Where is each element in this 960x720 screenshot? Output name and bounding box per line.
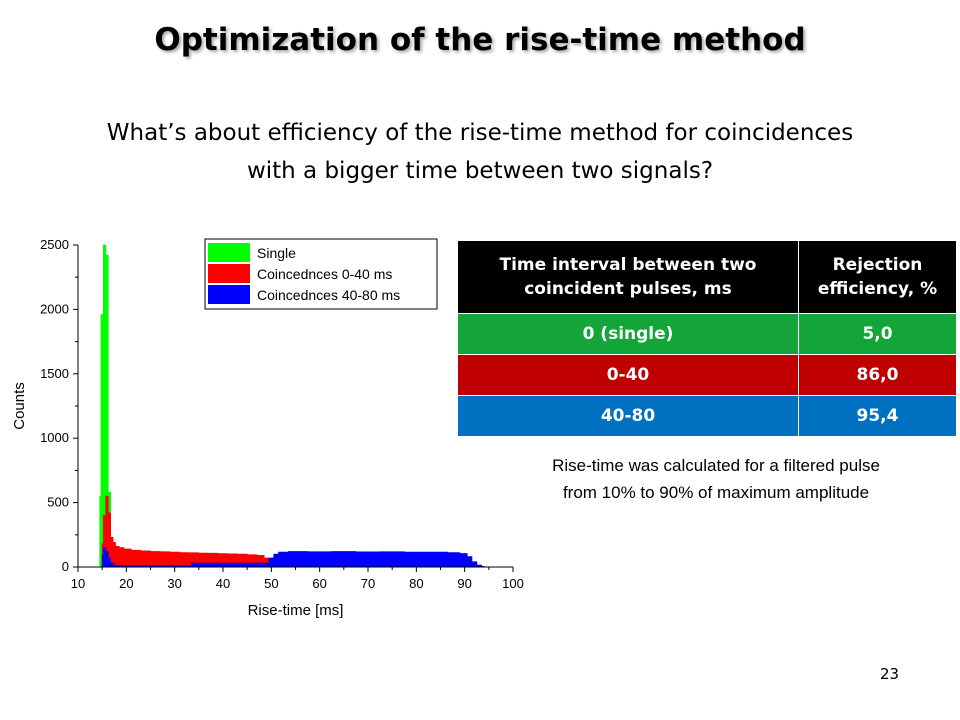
y-tick-label: 0	[62, 559, 69, 574]
x-axis-label: Rise-time [ms]	[248, 602, 344, 619]
header-rejection-efficiency: Rejection efficiency, %	[798, 240, 957, 314]
y-tick-label: 2000	[40, 301, 69, 316]
header-time-interval: Time interval between two coincident pul…	[457, 240, 799, 314]
y-tick-label: 1000	[40, 430, 69, 445]
rejection-efficiency-table: Time interval between two coincident pul…	[457, 240, 957, 437]
table-row: 0 (single) 5,0	[457, 313, 957, 355]
legend-entry: Coincednces 40-80 ms	[257, 287, 400, 303]
slide-title: Optimization of the rise-time method	[154, 22, 806, 58]
cell-interval: 0 (single)	[457, 313, 799, 355]
x-tick-label: 90	[457, 576, 471, 591]
note-line-2: from 10% to 90% of maximum amplitude	[562, 483, 870, 502]
cell-efficiency: 95,4	[798, 395, 957, 437]
table-row: 40-80 95,4	[457, 395, 957, 437]
legend-swatch	[208, 243, 250, 262]
legend-swatch	[208, 285, 250, 304]
cell-efficiency: 5,0	[798, 313, 957, 355]
legend-swatch	[208, 264, 250, 283]
table-row: 0-40 86,0	[457, 354, 957, 396]
x-tick-label: 20	[119, 576, 133, 591]
cell-efficiency: 86,0	[798, 354, 957, 396]
y-tick-label: 500	[47, 495, 69, 510]
x-tick-label: 40	[216, 576, 230, 591]
y-tick-label: 2500	[40, 237, 69, 252]
x-tick-label: 70	[361, 576, 375, 591]
legend-entry: Single	[257, 245, 296, 261]
x-tick-label: 50	[264, 576, 278, 591]
method-note: Rise-time was calculated for a filtered …	[462, 452, 960, 506]
note-line-1: Rise-time was calculated for a filtered …	[552, 456, 880, 475]
rise-time-histogram: 10 20 30 40 50 60 70 80 90 1000500100015002000250…	[11, 237, 524, 619]
x-tick-label: 10	[71, 576, 85, 591]
question-line-1: What’s about efficiency of the rise-time…	[106, 120, 854, 146]
y-tick-label: 1500	[40, 366, 69, 381]
x-tick-label: 30	[167, 576, 181, 591]
x-tick-label: 60	[312, 576, 326, 591]
x-tick-label: 100	[502, 576, 524, 591]
page-number: 23	[880, 665, 900, 683]
question-text: What’s about efficiency of the rise-time…	[40, 114, 920, 190]
series-1-bars	[101, 495, 277, 568]
series-2-bars	[101, 547, 485, 568]
y-axis-label: Counts	[11, 382, 28, 430]
cell-interval: 0-40	[457, 354, 799, 396]
question-line-2: with a bigger time between two signals?	[246, 158, 714, 184]
table-header-row: Time interval between two coincident pul…	[457, 240, 957, 314]
legend-entry: Coincednces 0-40 ms	[257, 266, 392, 282]
x-tick-label: 80	[409, 576, 423, 591]
cell-interval: 40-80	[457, 395, 799, 437]
